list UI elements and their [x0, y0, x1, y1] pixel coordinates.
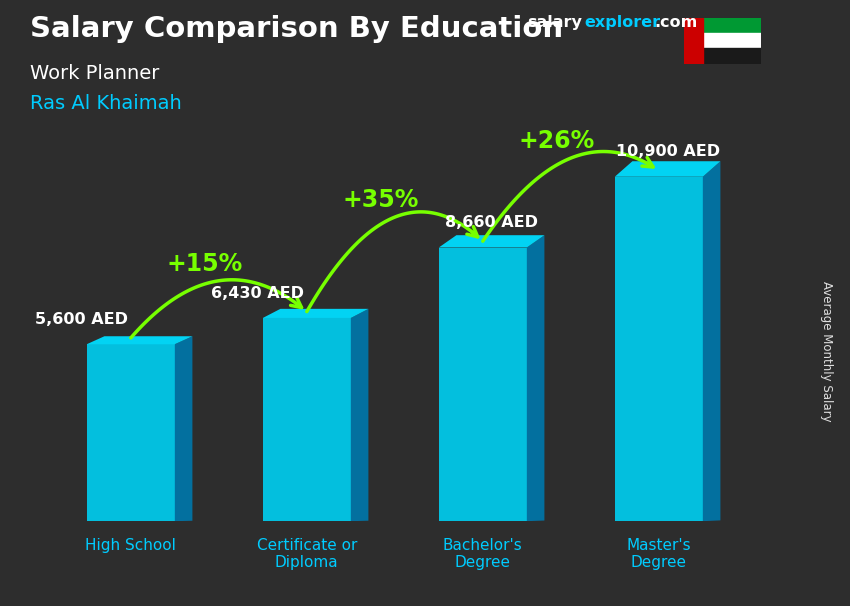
- Text: Average Monthly Salary: Average Monthly Salary: [820, 281, 833, 422]
- Text: +35%: +35%: [343, 188, 419, 212]
- Polygon shape: [615, 177, 703, 521]
- Bar: [684, 18, 761, 33]
- Polygon shape: [615, 161, 721, 177]
- Text: 5,600 AED: 5,600 AED: [35, 312, 128, 327]
- Text: 8,660 AED: 8,660 AED: [445, 215, 538, 230]
- Polygon shape: [439, 235, 544, 247]
- Polygon shape: [527, 235, 544, 521]
- Polygon shape: [351, 309, 368, 521]
- Text: Ras Al Khaimah: Ras Al Khaimah: [30, 94, 182, 113]
- Bar: [684, 18, 703, 64]
- Text: +15%: +15%: [167, 252, 243, 276]
- Text: .com: .com: [654, 15, 698, 30]
- Polygon shape: [263, 309, 368, 318]
- Text: Salary Comparison By Education: Salary Comparison By Education: [30, 15, 563, 43]
- Text: 10,900 AED: 10,900 AED: [615, 144, 720, 159]
- Polygon shape: [703, 161, 721, 521]
- Polygon shape: [87, 344, 175, 521]
- Text: +26%: +26%: [518, 129, 595, 153]
- Polygon shape: [263, 318, 351, 521]
- Text: 6,430 AED: 6,430 AED: [211, 285, 304, 301]
- Text: salary: salary: [527, 15, 582, 30]
- Bar: [684, 33, 761, 48]
- Polygon shape: [175, 336, 192, 521]
- Polygon shape: [87, 336, 192, 344]
- Text: explorer: explorer: [585, 15, 661, 30]
- Polygon shape: [439, 247, 527, 521]
- Bar: [684, 48, 761, 64]
- Text: Work Planner: Work Planner: [30, 64, 159, 82]
